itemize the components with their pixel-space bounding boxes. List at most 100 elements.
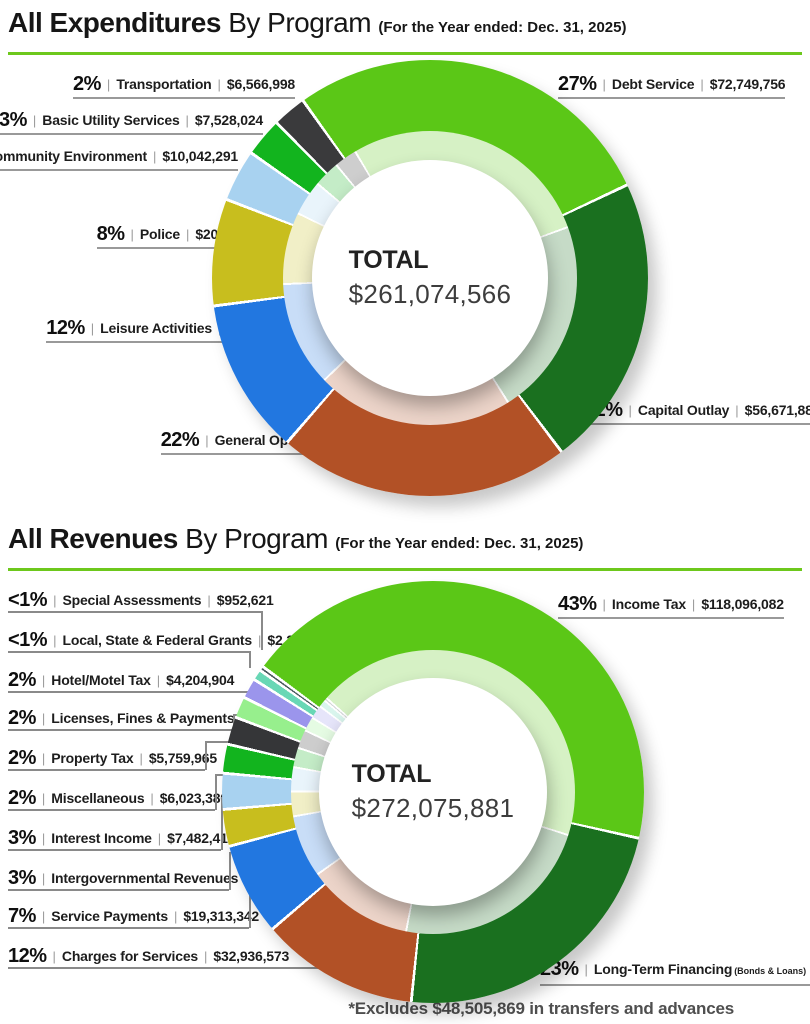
leader-line — [8, 889, 229, 891]
label-community-environment: 4%Community Environment$10,042,291 — [0, 148, 238, 171]
label-transportation: 2% Transportation $6,566,998 — [73, 73, 295, 99]
separator — [205, 433, 208, 448]
separator — [91, 321, 94, 336]
leader-line — [8, 809, 215, 811]
leader-line — [205, 741, 207, 770]
slice-amount: $10,042,291 — [162, 148, 238, 164]
slice-name: Charges for Services — [61, 948, 198, 964]
separator — [53, 593, 56, 608]
slice-name: Basic Utility Services — [42, 112, 180, 128]
separator — [692, 597, 695, 612]
pct: 43% — [558, 593, 597, 615]
separator — [207, 593, 210, 608]
separator — [139, 751, 142, 766]
leader-line — [8, 849, 221, 851]
leader-line — [8, 769, 205, 771]
leader-line — [8, 651, 249, 653]
donut-center: TOTAL $272,075,881 — [319, 678, 547, 906]
leader-line — [215, 774, 227, 776]
separator — [186, 113, 189, 128]
slice-name: Capital Outlay — [637, 402, 730, 418]
label-service-payments: 7% Service Payments $19,313,342 — [8, 906, 259, 926]
separator — [42, 871, 45, 886]
slice-amount: $7,482,417 — [167, 830, 236, 846]
separator — [603, 597, 606, 612]
label-charges-for-services: 12% Charges for Services $32,936,573 — [8, 946, 290, 966]
expenditures-title: All Expenditures By Program (For the Yea… — [8, 8, 802, 55]
leader-line — [8, 967, 330, 969]
slice-amount: $4,204,904 — [166, 672, 235, 688]
slice-amount: $32,936,573 — [213, 948, 290, 964]
pct: 3% — [0, 109, 27, 131]
slice-name: Local, State & Federal Grants — [62, 632, 252, 648]
label-hotel-motel-tax: 2% Hotel/Motel Tax $4,204,904 — [8, 670, 235, 690]
label-debt-service: 27% Debt Service $72,749,756 — [558, 73, 786, 99]
slice-amount: $7,528,024 — [194, 112, 263, 128]
leader-line — [249, 651, 251, 668]
slice-name: Property Tax — [51, 750, 134, 766]
separator — [131, 227, 134, 242]
pct: 2% — [8, 787, 36, 809]
separator — [153, 149, 156, 164]
slice-name-note: (Bonds & Loans) — [734, 966, 807, 976]
separator — [700, 77, 703, 92]
pct: 8% — [96, 223, 125, 245]
leader-line — [229, 852, 231, 890]
expenditures-heading: All Expenditures By Program (For the Yea… — [8, 8, 802, 43]
title-light: By Program — [185, 523, 328, 554]
slice-name: Licenses, Fines & Payments — [51, 710, 235, 726]
pct: 12% — [46, 317, 85, 339]
slice-name: Police — [139, 226, 180, 242]
separator — [42, 751, 45, 766]
separator — [186, 227, 189, 242]
pct: 27% — [558, 73, 597, 95]
slice-name: Special Assessments — [62, 592, 202, 608]
revenues-heading: All Revenues By Program (For the Year en… — [8, 524, 802, 559]
slice-amount: $72,749,756 — [709, 76, 786, 92]
slice-amount: $6,566,998 — [226, 76, 295, 92]
separator — [157, 673, 160, 688]
label-property-tax: 2% Property Tax $5,759,965 — [8, 748, 217, 768]
pct: 2% — [73, 73, 101, 95]
title-note: (For the Year ended: Dec. 31, 2025) — [335, 535, 584, 552]
expenditures-donut: TOTAL $261,074,566 — [212, 60, 648, 496]
title-light: By Program — [228, 7, 372, 38]
total-value: $272,075,881 — [351, 793, 515, 823]
footnote: *Excludes $48,505,869 in transfers and a… — [348, 999, 734, 1018]
separator — [42, 909, 45, 924]
separator — [42, 831, 45, 846]
slice-amount: $56,671,888 — [744, 402, 810, 418]
donut-center: TOTAL $261,074,566 — [312, 160, 548, 396]
leader-line — [8, 729, 233, 731]
slice-name: Hotel/Motel Tax — [51, 672, 151, 688]
slice-name: Income Tax — [611, 596, 686, 612]
title-strong: All Revenues — [8, 523, 178, 554]
separator — [735, 403, 738, 418]
total-value: $261,074,566 — [348, 279, 512, 309]
label-special-assessments: <1% Special Assessments $952,621 — [8, 590, 274, 610]
separator — [150, 791, 153, 806]
total-block: TOTAL $261,074,566 — [349, 246, 512, 310]
leader-line — [261, 611, 263, 650]
total-block: TOTAL $272,075,881 — [352, 760, 515, 824]
pct: 3% — [8, 827, 36, 849]
separator — [629, 403, 632, 418]
title-strong: All Expenditures — [8, 7, 221, 38]
separator — [42, 791, 45, 806]
slice-name: Interest Income — [51, 830, 152, 846]
total-label: TOTAL — [348, 246, 429, 274]
slice-name: Long-Term Financing — [593, 961, 733, 977]
revenues-donut: TOTAL $272,075,881 — [222, 581, 644, 1003]
separator — [204, 949, 207, 964]
separator — [53, 633, 56, 648]
slice-amount: $19,313,342 — [183, 908, 259, 924]
label-long-term-financing: 23%Long-Term Financing(Bonds & Loans)$62… — [540, 959, 810, 986]
leader-line — [215, 774, 217, 810]
title-note: (For the Year ended: Dec. 31, 2025) — [378, 19, 627, 36]
slice-name: Intergovernmental Revenues — [51, 870, 239, 886]
separator — [218, 77, 221, 92]
slice-amount: $952,621 — [216, 592, 274, 608]
slice-name: Leisure Activities — [100, 320, 212, 336]
leader-line — [205, 741, 230, 743]
total-label: TOTAL — [351, 760, 432, 788]
